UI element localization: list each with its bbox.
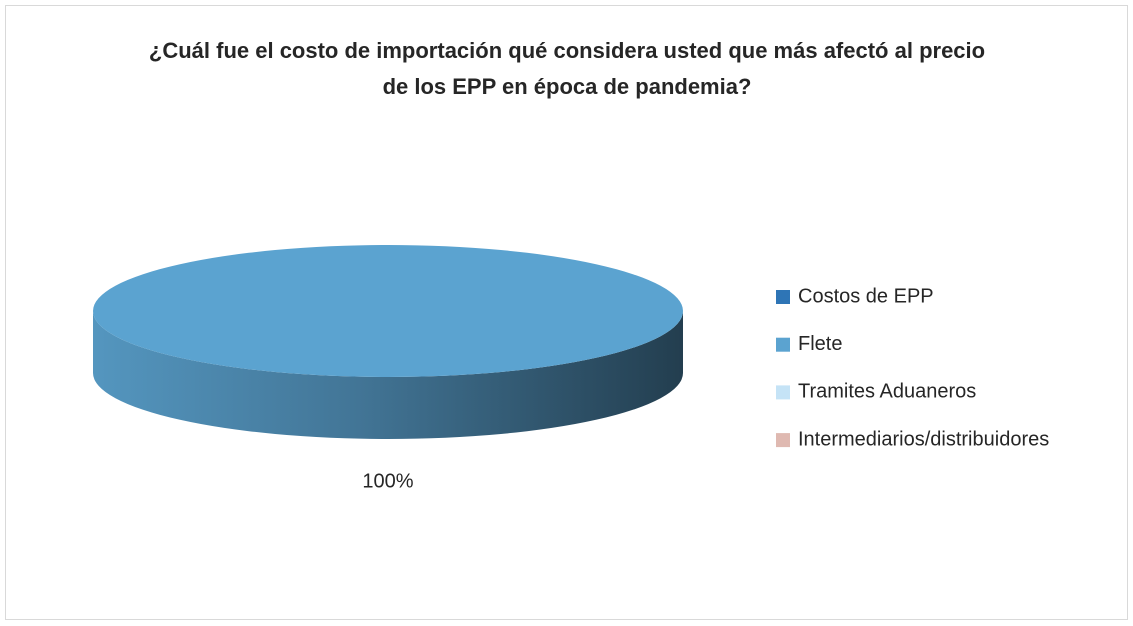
legend-swatch xyxy=(776,385,790,400)
pie-slice xyxy=(93,245,683,377)
legend-swatch xyxy=(776,337,790,352)
legend-label: Intermediarios/distribuidores xyxy=(798,428,1049,450)
legend-label: Tramites Aduaneros xyxy=(798,381,976,403)
legend-swatch xyxy=(776,433,790,448)
legend-label: Costos de EPP xyxy=(798,285,934,307)
legend-label: Flete xyxy=(798,333,842,355)
chart-title: ¿Cuál fue el costo de importación qué co… xyxy=(149,38,985,99)
legend-swatch xyxy=(776,290,790,304)
pie-side xyxy=(93,311,683,439)
data-label: 100% xyxy=(362,470,413,492)
